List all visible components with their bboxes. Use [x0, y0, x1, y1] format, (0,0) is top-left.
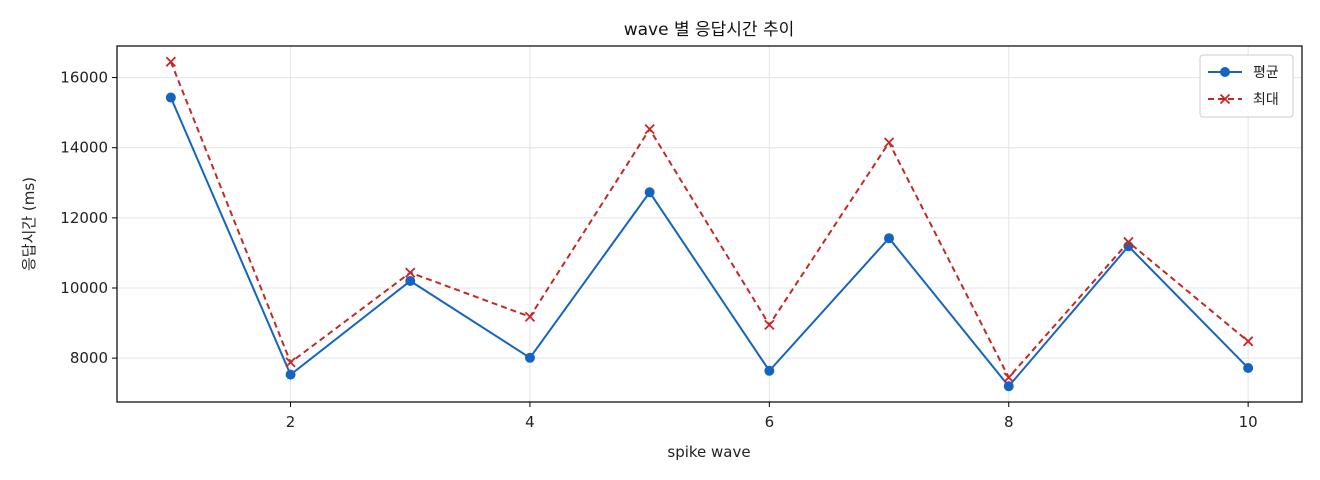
data-point [405, 275, 416, 286]
legend-marker [1219, 93, 1231, 105]
legend-label: 최대 [1253, 92, 1279, 108]
series-1-line [169, 97, 1249, 388]
y-tick-label: 16000 [60, 69, 108, 87]
x-tick-label: 10 [1239, 413, 1258, 431]
data-point [764, 319, 775, 330]
y-axis-title: 응답시간 (ms) [20, 177, 38, 271]
data-point [165, 56, 177, 67]
plot-frame [116, 45, 1303, 403]
x-tick-label: 2 [286, 413, 296, 431]
data-point [285, 357, 296, 368]
data-point [285, 369, 296, 380]
data-point [1243, 336, 1254, 347]
x-tick-label: 6 [765, 413, 775, 431]
legend-box [1199, 54, 1294, 118]
legend-label: 평균 [1253, 65, 1279, 81]
data-point [884, 233, 895, 244]
x-tick-label: 8 [1004, 413, 1014, 431]
y-axis: 8000 10000 12000 14000 16000 [60, 69, 117, 367]
y-tick-label: 12000 [60, 209, 108, 227]
x-axis: 2 4 6 8 10 [286, 402, 1258, 431]
y-tick-label: 8000 [70, 349, 108, 367]
data-point [764, 365, 775, 376]
data-point [165, 92, 176, 103]
data-point [644, 187, 655, 198]
data-point [1003, 381, 1014, 392]
series-1 [165, 92, 1254, 392]
x-axis-title: spike wave [667, 443, 750, 461]
y-tick-label: 10000 [60, 279, 108, 297]
chart-title: wave 별 응답시간 추이 [624, 20, 795, 40]
data-point [524, 352, 535, 363]
x-tick-label: 4 [525, 413, 535, 431]
data-point [644, 123, 655, 135]
data-point [1003, 372, 1014, 383]
data-point [883, 137, 895, 148]
data-point [1243, 362, 1254, 373]
series-layer [165, 56, 1254, 392]
series-2-line [169, 61, 1249, 380]
series-2 [165, 56, 1254, 383]
data-point [1123, 236, 1134, 248]
data-point [524, 311, 536, 322]
y-tick-label: 14000 [60, 139, 108, 157]
grid [117, 46, 1302, 402]
legend-marker [1220, 67, 1230, 77]
data-point [405, 267, 416, 278]
